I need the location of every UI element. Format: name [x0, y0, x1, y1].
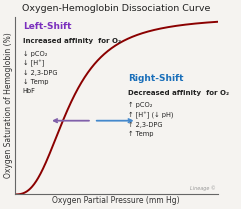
Text: Right-Shift: Right-Shift [128, 74, 184, 83]
Title: Oxygen-Hemoglobin Dissociation Curve: Oxygen-Hemoglobin Dissociation Curve [22, 4, 210, 13]
X-axis label: Oxygen Partial Pressure (mm Hg): Oxygen Partial Pressure (mm Hg) [52, 196, 180, 205]
Text: ↓ pCO₂
↓ [H⁺]
↓ 2,3-DPG
↓ Temp
HbF: ↓ pCO₂ ↓ [H⁺] ↓ 2,3-DPG ↓ Temp HbF [23, 51, 57, 94]
Y-axis label: Oxygen Saturation of Hemoglobin (%): Oxygen Saturation of Hemoglobin (%) [4, 33, 13, 178]
Text: ↑ pCO₂
↑ [H⁺] (↓ pH)
↑ 2,3-DPG
↑ Temp: ↑ pCO₂ ↑ [H⁺] (↓ pH) ↑ 2,3-DPG ↑ Temp [128, 102, 174, 137]
Text: Left-Shift: Left-Shift [23, 22, 71, 31]
Text: Lineage ©: Lineage © [190, 185, 216, 191]
Text: Increased affinity  for O₂: Increased affinity for O₂ [23, 38, 121, 44]
Text: Decreased affinity  for O₂: Decreased affinity for O₂ [128, 90, 229, 96]
